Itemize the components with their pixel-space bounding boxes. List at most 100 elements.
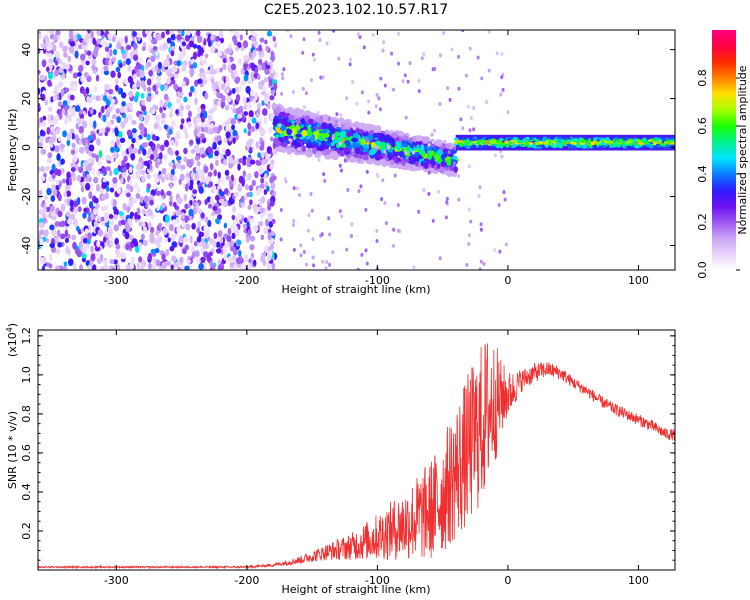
heatmap-cell: [118, 211, 124, 216]
heatmap-cell: [279, 111, 286, 118]
heatmap-cell: [178, 52, 184, 58]
heatmap-cell: [117, 71, 121, 79]
heatmap-cell: [338, 163, 342, 168]
heatmap-cell: [415, 140, 423, 145]
heatmap-cell: [330, 129, 336, 134]
heatmap-cell: [220, 100, 225, 109]
heatmap-cell: [420, 56, 424, 61]
heatmap-cell: [245, 85, 251, 94]
heatmap-cell: [325, 153, 332, 159]
heatmap-cell: [41, 121, 47, 127]
heatmap-cell: [113, 224, 120, 232]
heatmap-cell: [219, 67, 223, 73]
heatmap-cell: [350, 222, 354, 227]
heatmap-cell: [146, 183, 151, 189]
heatmap-cell: [169, 150, 174, 156]
heatmap-cell: [80, 185, 85, 193]
heatmap-cell: [49, 253, 53, 262]
heatmap-cell: [121, 172, 127, 178]
heatmap-cell: [175, 140, 179, 147]
heatmap-cell: [212, 185, 217, 192]
heatmap-cell: [167, 237, 171, 243]
heatmap-cell: [170, 41, 176, 48]
heatmap-cell: [146, 95, 152, 103]
y-tick-label: 1.0: [20, 366, 33, 384]
heatmap-cell: [521, 139, 527, 143]
heatmap-cell: [159, 106, 163, 114]
heatmap-cell: [429, 150, 435, 156]
heatmap-cell: [261, 108, 268, 116]
heatmap-cell: [96, 258, 102, 264]
heatmap-cell: [558, 145, 563, 149]
heatmap-cell: [213, 105, 218, 111]
heatmap-cell: [194, 250, 200, 258]
heatmap-cell: [84, 49, 88, 56]
heatmap-cell: [232, 205, 237, 213]
heatmap-cell: [194, 79, 198, 87]
heatmap-cell: [289, 138, 293, 143]
heatmap-cell: [188, 159, 194, 167]
heatmap-cell: [199, 133, 205, 140]
heatmap-cell: [442, 31, 446, 36]
heatmap-cell: [253, 40, 258, 47]
heatmap-cell: [605, 137, 610, 140]
heatmap-cell: [430, 132, 434, 137]
spectrogram-y-axis-label: Frequency (Hz): [6, 109, 19, 192]
heatmap-cell: [100, 219, 105, 226]
heatmap-cell: [69, 94, 75, 101]
heatmap-cell: [200, 256, 206, 262]
heatmap-cell: [542, 136, 548, 140]
heatmap-cell: [269, 200, 275, 207]
heatmap-cell: [88, 201, 94, 209]
heatmap-cell: [427, 191, 431, 196]
heatmap-cell: [261, 195, 265, 204]
heatmap-cell: [249, 125, 256, 133]
heatmap-cell: [177, 30, 183, 34]
heatmap-cell: [479, 222, 483, 227]
heatmap-cell: [477, 193, 481, 198]
heatmap-cell: [232, 35, 237, 43]
heatmap-cell: [129, 199, 134, 207]
heatmap-cell: [185, 104, 191, 111]
heatmap-cell: [41, 59, 47, 68]
heatmap-cell: [216, 135, 222, 142]
heatmap-cell: [513, 139, 518, 143]
heatmap-cell: [170, 50, 175, 57]
heatmap-cell: [184, 265, 190, 270]
heatmap-cell: [270, 136, 274, 142]
heatmap-cell: [175, 109, 179, 115]
heatmap-cell: [170, 33, 176, 41]
heatmap-cell: [165, 30, 171, 35]
heatmap-cell: [268, 126, 273, 134]
heatmap-cell: [590, 142, 595, 146]
heatmap-cell: [108, 88, 114, 95]
heatmap-cell: [493, 248, 497, 253]
heatmap-cell: [536, 136, 541, 140]
heatmap-cell: [256, 74, 261, 80]
heatmap-cell: [72, 72, 78, 79]
heatmap-cell: [97, 160, 102, 166]
heatmap-cell: [350, 234, 354, 239]
heatmap-cell: [170, 233, 176, 242]
x-tick-label: 100: [628, 274, 649, 287]
heatmap-cell: [365, 169, 369, 174]
heatmap-cell: [513, 144, 518, 147]
x-tick-label: 0: [504, 274, 511, 287]
heatmap-cell: [198, 231, 205, 238]
heatmap-cell: [185, 223, 191, 231]
heatmap-cell: [271, 218, 276, 224]
heatmap-cell: [446, 86, 450, 91]
heatmap-cell: [282, 67, 286, 72]
heatmap-cell: [179, 124, 184, 130]
heatmap-cell: [122, 202, 127, 211]
heatmap-cell: [203, 244, 210, 249]
heatmap-cell: [266, 262, 272, 270]
heatmap-cell: [209, 197, 214, 205]
heatmap-cell: [366, 137, 370, 142]
heatmap-cell: [393, 173, 397, 178]
heatmap-cell: [209, 163, 214, 171]
heatmap-cell: [81, 257, 87, 263]
heatmap-cell: [58, 66, 64, 74]
heatmap-cell: [231, 214, 236, 221]
heatmap-cell: [297, 111, 303, 118]
